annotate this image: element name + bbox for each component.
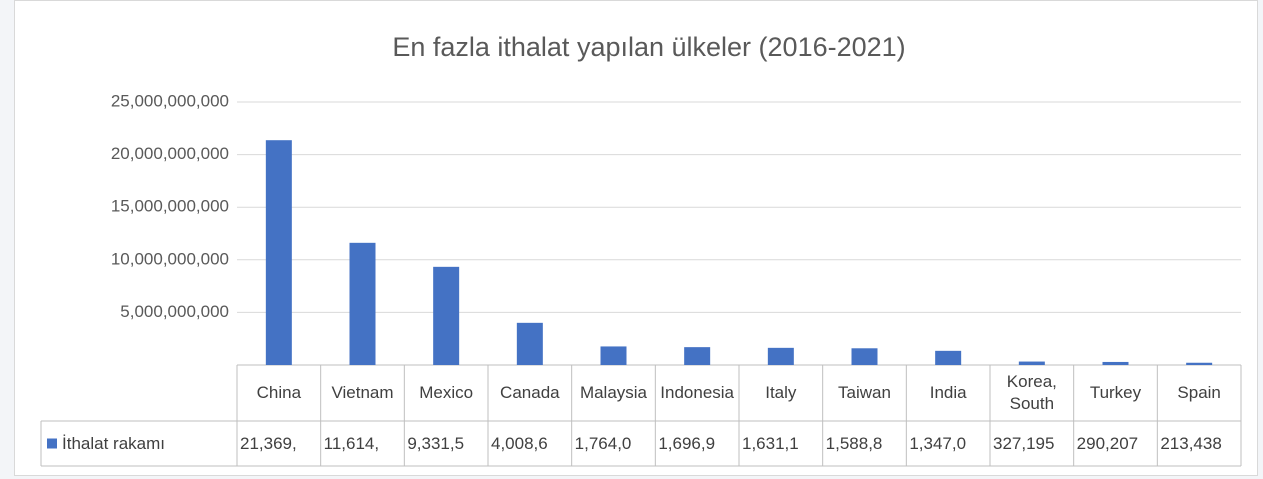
y-tick-label: 15,000,000,000	[111, 197, 229, 216]
chart-area: En fazla ithalat yapılan ülkeler (2016-2…	[14, 0, 1258, 476]
x-tick-label: Mexico	[419, 383, 474, 402]
x-tick-label: Taiwan	[838, 383, 891, 402]
bar	[684, 347, 711, 365]
bar	[349, 242, 376, 365]
x-tick-label: Indonesia	[660, 383, 735, 402]
bar	[851, 348, 878, 365]
bar	[265, 140, 292, 365]
data-table-value: 4,008,6	[491, 433, 548, 453]
data-table-value: 1,347,0	[909, 433, 967, 453]
x-tick-label: Spain	[1177, 383, 1221, 402]
x-tick-label: Vietnam	[331, 383, 394, 402]
data-table-value: 9,331,5	[407, 433, 465, 453]
data-table-value: 1,631,1	[742, 433, 799, 453]
bar	[600, 346, 627, 365]
bar	[767, 347, 794, 365]
data-table-value: 213,438	[1160, 433, 1222, 453]
data-table-value: 1,696,9	[658, 433, 716, 453]
legend-label: İthalat rakamı	[62, 433, 165, 453]
data-table-value: 327,195	[993, 433, 1055, 453]
bar	[433, 266, 460, 365]
x-tick-label: Italy	[765, 383, 797, 402]
x-tick-label: Turkey	[1089, 383, 1142, 402]
bar	[1186, 362, 1213, 365]
y-tick-label: 10,000,000,000	[111, 249, 229, 268]
y-tick-label: 20,000,000,000	[111, 144, 229, 163]
chart-title: En fazla ithalat yapılan ülkeler (2016-2…	[392, 32, 905, 62]
x-tick-label: Canada	[500, 383, 560, 402]
bar	[1018, 361, 1045, 365]
legend-key	[47, 438, 57, 449]
bar	[1102, 361, 1129, 365]
y-tick-label: 5,000,000,000	[120, 302, 229, 321]
data-table-value: 11,614,	[323, 433, 380, 453]
bar	[935, 350, 962, 365]
y-tick-label: 25,000,000,000	[111, 91, 229, 110]
chart: En fazla ithalat yapılan ülkeler (2016-2…	[40, 32, 1242, 467]
x-tick-label: Korea, South	[1006, 372, 1057, 413]
x-tick-label: India	[929, 383, 967, 402]
x-tick-label: Malaysia	[579, 383, 648, 402]
data-table-value: 1,588,8	[825, 433, 883, 453]
data-table-value: 290,207	[1076, 433, 1139, 453]
x-tick-label: China	[256, 383, 302, 402]
data-table-value: 1,764,0	[574, 433, 632, 453]
data-table-value: 21,369,	[240, 433, 297, 453]
bar	[516, 322, 543, 365]
